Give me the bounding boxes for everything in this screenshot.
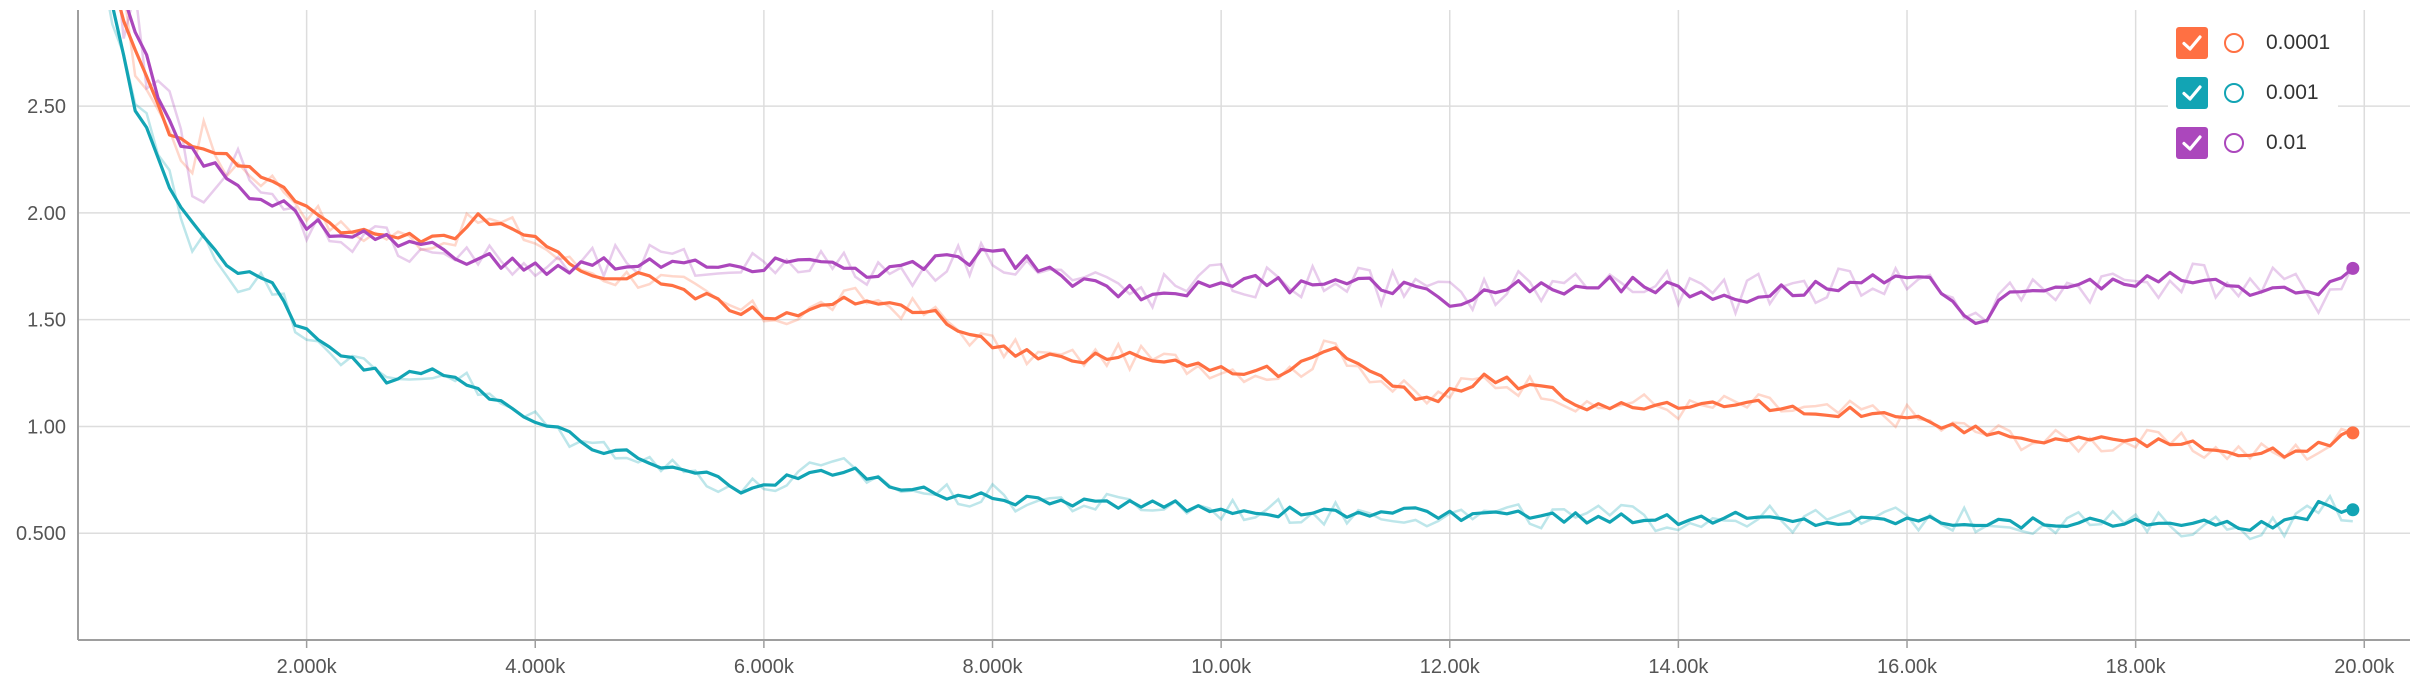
legend-item-0.01[interactable]: 0.01 [2176,118,2330,168]
y-tick-label: 1.50 [27,310,66,332]
y-tick-label: 0.500 [16,523,66,545]
series-end-markers [2346,261,2360,517]
x-tick-label: 8.000k [962,656,1023,678]
end-marker-0.0001 [2346,426,2360,440]
y-tick-label: 2.00 [27,203,66,225]
smoothed-line-0.01[interactable] [78,0,2354,325]
smoothed-line-0.0001[interactable] [78,0,2354,459]
x-tick-label: 6.000k [734,656,795,678]
check-icon [2182,135,2202,151]
x-tick-label: 12.00k [1420,656,1481,678]
checkbox-0.001[interactable] [2176,77,2208,109]
legend-label: 0.01 [2266,131,2307,154]
legend-item-0.0001[interactable]: 0.0001 [2176,18,2330,68]
end-marker-0.01 [2346,261,2360,275]
x-tick-label: 20.00k [2334,656,2395,678]
y-tick-label: 2.50 [27,96,66,118]
check-icon [2182,35,2202,51]
y-axis-ticks: 0.500 1.00 1.50 2.00 2.50 [16,96,66,545]
check-icon [2182,85,2202,101]
series-smoothed-lines[interactable] [78,0,2354,532]
circle-icon [2224,133,2244,153]
legend-label: 0.0001 [2266,31,2331,54]
x-tick-label: 16.00k [1877,656,1938,678]
raw-line-0.001 [108,10,2353,541]
legend: 0.0001 0.001 0.01 [2168,14,2339,174]
x-tick-label: 10.00k [1191,656,1252,678]
legend-item-0.001[interactable]: 0.001 [2176,68,2330,118]
legend-label: 0.001 [2266,81,2319,104]
raw-line-0.0001 [125,10,2354,462]
series-raw-lines [108,10,2354,541]
grid [78,10,2410,640]
circle-icon [2224,33,2244,53]
x-tick-label: 14.00k [1648,656,1709,678]
x-tick-label: 18.00k [2106,656,2167,678]
x-tick-label: 2.000k [277,656,338,678]
end-marker-0.001 [2346,503,2360,517]
x-axis-ticks: 2.000k 4.000k 6.000k 8.000k 10.00k 12.00k 14.0… [277,640,2395,678]
smoothed-line-0.001[interactable] [78,0,2354,532]
checkbox-0.0001[interactable] [2176,27,2208,59]
circle-icon [2224,83,2244,103]
y-tick-label: 1.00 [27,416,66,438]
x-tick-label: 4.000k [505,656,566,678]
checkbox-0.01[interactable] [2176,127,2208,159]
raw-line-0.01 [119,10,2354,324]
